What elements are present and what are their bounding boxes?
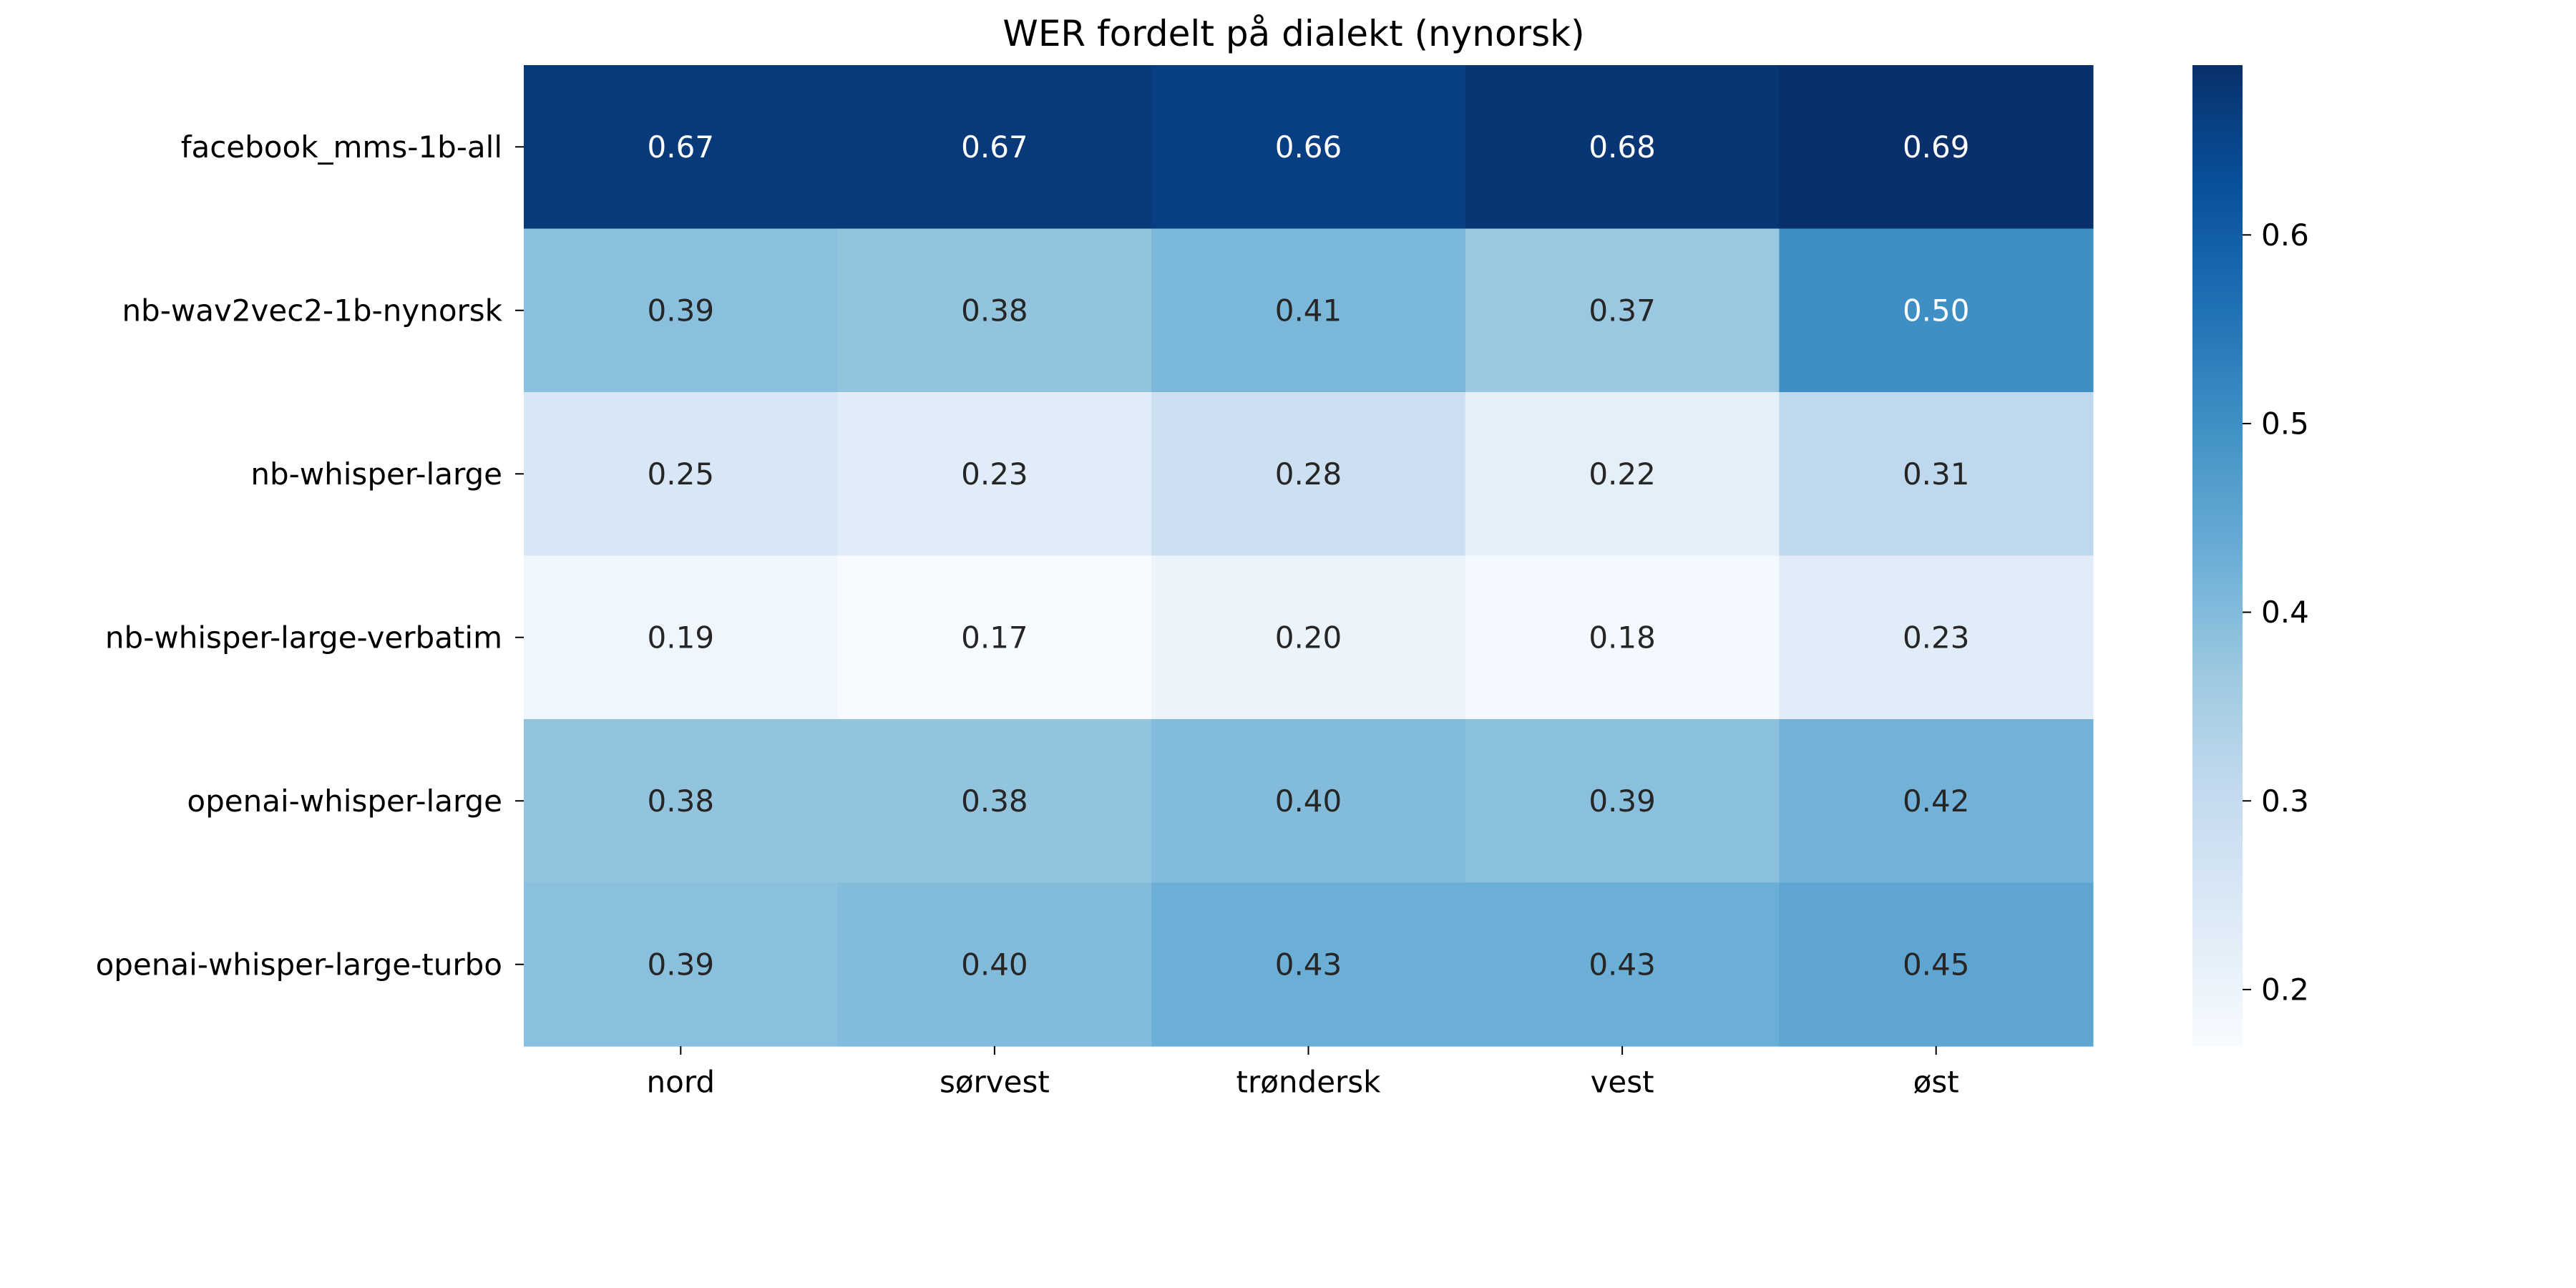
heatmap-cell [1465,228,1780,393]
cell-value-label: 0.43 [1589,947,1656,982]
colorbar-tick-label: 0.5 [2261,406,2309,441]
cell-value-label: 0.38 [648,784,715,819]
x-axis: nord sørvest trøndersk vest øst [647,1046,1959,1100]
cell-value-label: 0.39 [648,293,715,328]
heatmap-cell [837,228,1152,393]
cell-value-label: 0.39 [648,947,715,982]
cell-value-label: 0.45 [1903,947,1970,982]
colorbar-tick-label: 0.3 [2261,784,2309,819]
colorbar-gradient [2192,65,2243,1046]
cell-value-label: 0.40 [1275,784,1342,819]
heatmap-cell [1465,65,1780,230]
cell-value-label: 0.31 [1903,457,1970,492]
heatmap-cell [1465,555,1780,720]
heatmap-cell [837,392,1152,557]
cell-value-label: 0.22 [1589,457,1656,492]
heatmap-cell [1779,719,2094,884]
colorbar: 0.2 0.3 0.4 0.5 0.6 [2192,65,2309,1046]
cell-value-label: 0.23 [961,457,1028,492]
heatmap-cell [1465,392,1780,557]
cell-value-label: 0.28 [1275,457,1342,492]
heatmap-cell [1779,228,2094,393]
y-tick-label: nb-wav2vec2-1b-nynorsk [122,293,502,328]
heatmap-cell [524,228,839,393]
y-tick-label: facebook_mms-1b-all [181,130,502,165]
y-tick-label: openai-whisper-large [187,784,502,819]
heatmap-cell [1465,719,1780,884]
heatmap-cell [524,65,839,230]
y-tick-label: nb-whisper-large-verbatim [105,620,502,655]
heatmap-cell [524,719,839,884]
cell-value-label: 0.67 [648,130,715,165]
cell-value-label: 0.43 [1275,947,1342,982]
cell-value-label: 0.41 [1275,293,1342,328]
cell-value-label: 0.68 [1589,130,1656,165]
y-axis: facebook_mms-1b-all nb-wav2vec2-1b-nynors… [96,130,524,982]
cell-value-label: 0.38 [961,784,1028,819]
colorbar-tick-label: 0.4 [2261,595,2309,630]
heatmap-cell [1151,555,1466,720]
x-tick-label: nord [647,1065,716,1100]
heatmap-cell [837,555,1152,720]
heatmap-cell [524,555,839,720]
heatmap-cell-labels: 0.67 0.67 0.66 0.68 0.69 0.39 0.38 0.41 0.37 0.50… [648,130,1970,982]
heatmap-cell [837,882,1152,1047]
cell-value-label: 0.39 [1589,784,1656,819]
x-tick-label: øst [1913,1065,1959,1100]
heatmap-cells [524,65,2094,1047]
y-tick-label: openai-whisper-large-turbo [96,947,502,982]
chart-title: WER fordelt på dialekt (nynorsk) [1002,13,1584,54]
y-tick-label: nb-whisper-large [250,457,502,492]
heatmap-cell [1779,882,2094,1047]
x-tick-label: sørvest [940,1065,1050,1100]
cell-value-label: 0.37 [1589,293,1656,328]
heatmap-cell [1779,392,2094,557]
cell-value-label: 0.66 [1275,130,1342,165]
heatmap-cell [837,65,1152,230]
cell-value-label: 0.40 [961,947,1028,982]
heatmap-cell [837,719,1152,884]
cell-value-label: 0.25 [648,457,715,492]
cell-value-label: 0.19 [648,620,715,655]
colorbar-tick-label: 0.2 [2261,972,2309,1007]
cell-value-label: 0.23 [1903,620,1970,655]
cell-value-label: 0.69 [1903,130,1970,165]
cell-value-label: 0.18 [1589,620,1656,655]
heatmap-cell [1151,392,1466,557]
x-tick-label: vest [1591,1065,1654,1100]
colorbar-tick-label: 0.6 [2261,218,2309,253]
cell-value-label: 0.38 [961,293,1028,328]
cell-value-label: 0.50 [1903,293,1970,328]
x-tick-label: trøndersk [1236,1065,1381,1100]
heatmap-cell [1779,65,2094,230]
heatmap-cell [524,392,839,557]
cell-value-label: 0.20 [1275,620,1342,655]
heatmap-cell [1151,65,1466,230]
heatmap-cell [1779,555,2094,720]
cell-value-label: 0.42 [1903,784,1970,819]
heatmap-cell [1151,228,1466,393]
cell-value-label: 0.17 [961,620,1028,655]
heatmap-cell [1465,882,1780,1047]
heatmap-cell [524,882,839,1047]
heatmap-cell [1151,719,1466,884]
cell-value-label: 0.67 [961,130,1028,165]
heatmap-cell [1151,882,1466,1047]
